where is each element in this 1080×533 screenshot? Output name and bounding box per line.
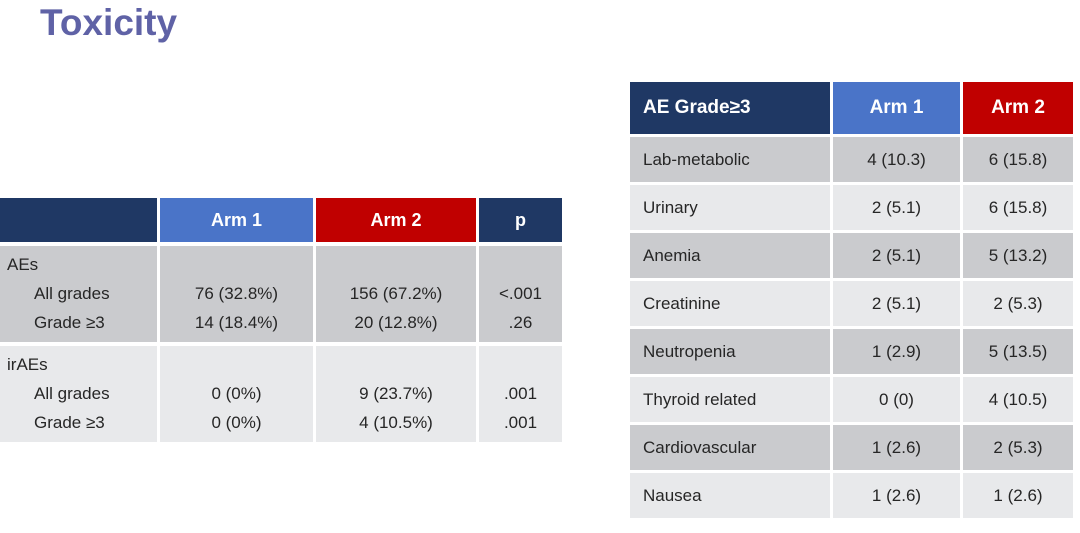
cell-arm2: 5 (13.5) [963, 329, 1073, 374]
cell-arm1: 1 (2.9) [833, 329, 960, 374]
cell-arm2: 1 (2.6) [963, 473, 1073, 518]
cell-p: <.001 [498, 284, 542, 303]
cell-arm1: 1 (2.6) [833, 473, 960, 518]
group-title: AEs [7, 255, 39, 274]
cell-p: .001 [503, 384, 538, 403]
row-label: Cardiovascular [630, 425, 830, 470]
cell-p: .001 [503, 413, 538, 432]
ae-grade3-table: AE Grade≥3 Arm 1 Arm 2 Lab-metabolic 4 (… [630, 82, 1073, 518]
cell-arm1: 2 (5.1) [833, 233, 960, 278]
cell-arm1: 0 (0%) [211, 384, 262, 403]
summary-header-p: p [479, 198, 562, 242]
row-label: Creatinine [630, 281, 830, 326]
row-label: Lab-metabolic [630, 137, 830, 182]
row-label: Anemia [630, 233, 830, 278]
cell-arm1: 76 (32.8%) [194, 284, 279, 303]
cell-arm1: 2 (5.1) [833, 185, 960, 230]
grade3-header-arm2: Arm 2 [963, 82, 1073, 134]
row-label: Urinary [630, 185, 830, 230]
cell-arm2: 6 (15.8) [963, 137, 1073, 182]
cell-arm1: 1 (2.6) [833, 425, 960, 470]
cell-arm1: 14 (18.4%) [194, 313, 279, 332]
group-label-cell: irAEs All grades Grade ≥3 [0, 346, 157, 442]
group-values-arm1: 76 (32.8%) 14 (18.4%) [160, 246, 313, 342]
summary-header-arm1: Arm 1 [160, 198, 313, 242]
group-values-p: .001 .001 [479, 346, 562, 442]
group-subrow-label: Grade ≥3 [34, 413, 105, 432]
group-subrow-label: All grades [34, 384, 110, 403]
group-label-cell: AEs All grades Grade ≥3 [0, 246, 157, 342]
row-label: Thyroid related [630, 377, 830, 422]
cell-arm2: 2 (5.3) [963, 425, 1073, 470]
grade3-header-label: AE Grade≥3 [630, 82, 830, 134]
cell-arm1: 0 (0%) [211, 413, 262, 432]
group-title: irAEs [7, 355, 48, 374]
cell-p: .26 [508, 313, 533, 332]
cell-arm2: 20 (12.8%) [354, 313, 438, 332]
grade3-header-arm1: Arm 1 [833, 82, 960, 134]
cell-arm2: 4 (10.5%) [359, 413, 433, 432]
cell-arm2: 4 (10.5) [963, 377, 1073, 422]
cell-arm2: 6 (15.8) [963, 185, 1073, 230]
group-values-arm2: 156 (67.2%) 20 (12.8%) [316, 246, 476, 342]
row-label: Neutropenia [630, 329, 830, 374]
cell-arm2: 2 (5.3) [963, 281, 1073, 326]
group-values-arm2: 9 (23.7%) 4 (10.5%) [316, 346, 476, 442]
cell-arm1: 0 (0) [833, 377, 960, 422]
group-subrow-label: Grade ≥3 [34, 313, 105, 332]
cell-arm2: 156 (67.2%) [349, 284, 443, 303]
cell-arm2: 5 (13.2) [963, 233, 1073, 278]
group-values-p: <.001 .26 [479, 246, 562, 342]
cell-arm1: 4 (10.3) [833, 137, 960, 182]
group-values-arm1: 0 (0%) 0 (0%) [160, 346, 313, 442]
summary-header-blank [0, 198, 157, 242]
summary-header-arm2: Arm 2 [316, 198, 476, 242]
cell-arm2: 9 (23.7%) [359, 384, 433, 403]
row-label: Nausea [630, 473, 830, 518]
cell-arm1: 2 (5.1) [833, 281, 960, 326]
group-subrow-label: All grades [34, 284, 110, 303]
page-title: Toxicity [40, 2, 178, 43]
ae-summary-table: Arm 1 Arm 2 p AEs All grades Grade ≥3 76… [0, 198, 562, 442]
